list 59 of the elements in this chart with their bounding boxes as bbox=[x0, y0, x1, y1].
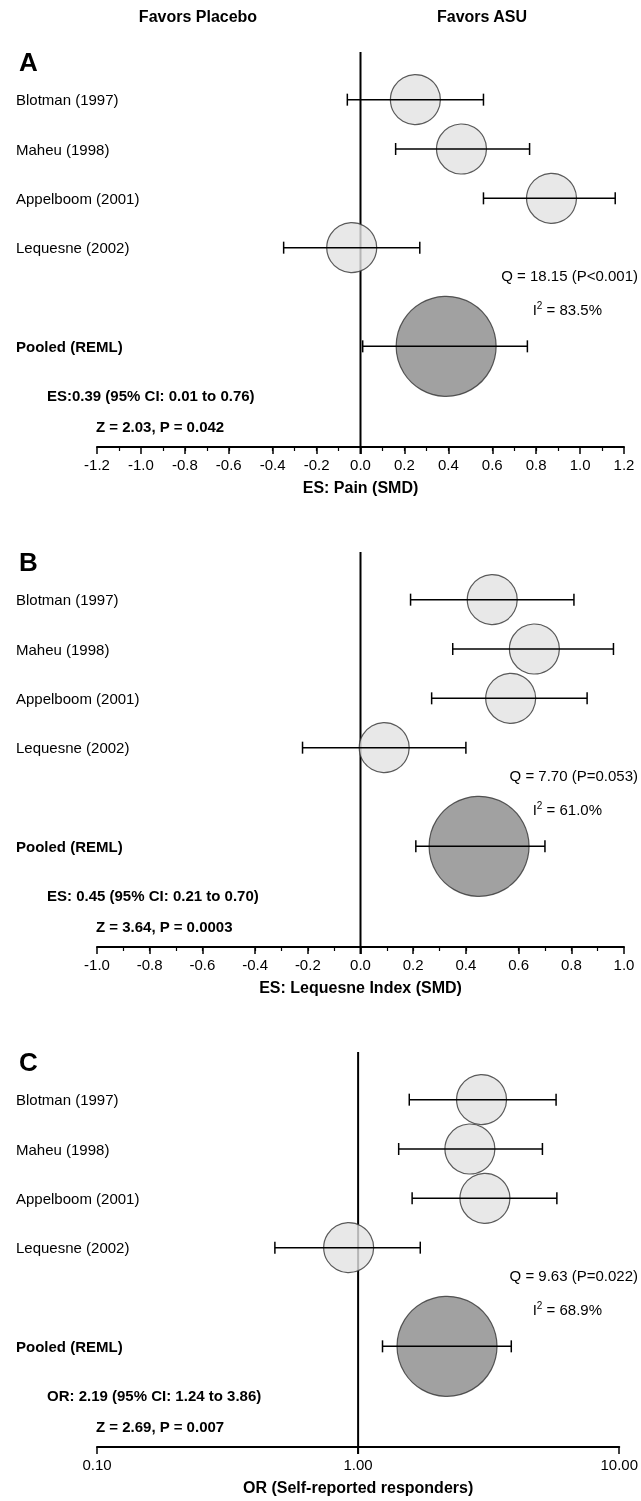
y-tick-label: Lequesne (2002) bbox=[16, 739, 130, 757]
x-tick-label: -0.4 bbox=[259, 456, 286, 473]
x-tick-label: 1.2 bbox=[613, 456, 635, 473]
y-tick-label: Appelboom (2001) bbox=[16, 689, 140, 707]
x-tick-label: -1.0 bbox=[127, 456, 154, 473]
y-tick-label: Pooled (REML) bbox=[16, 837, 123, 855]
annotation: Q = 9.63 (P=0.022) bbox=[509, 1267, 639, 1284]
x-tick-label: 1.0 bbox=[613, 956, 635, 973]
x-tick-label: 0.4 bbox=[437, 456, 459, 473]
x-axis-title: ES: Pain (SMD) bbox=[302, 478, 419, 496]
y-tick-label: Lequesne (2002) bbox=[16, 1239, 130, 1257]
text: OR: 2.19 (95% CI: 1.24 to 3.86) bbox=[47, 1387, 262, 1404]
x-tick-label: -1.0 bbox=[84, 956, 110, 973]
x-tick-label: -0.4 bbox=[242, 956, 269, 973]
y-tick-label: Blotman (1997) bbox=[16, 1091, 119, 1109]
text: Favors ASU bbox=[436, 7, 528, 25]
text: Favors Placebo bbox=[138, 7, 258, 25]
x-tick-label: 0.2 bbox=[393, 456, 415, 473]
x-tick-label: 1.0 bbox=[569, 456, 591, 473]
y-tick-label: Maheu (1998) bbox=[16, 1140, 110, 1158]
x-axis-title: ES: Lequesne Index (SMD) bbox=[259, 978, 462, 996]
chart-title: C bbox=[19, 1047, 38, 1077]
x-tick-label: 0.4 bbox=[455, 956, 477, 973]
x-tick-label: -0.2 bbox=[294, 956, 321, 973]
y-tick-label: Appelboom (2001) bbox=[16, 189, 140, 207]
text: Z = 2.69, P = 0.007 bbox=[96, 1418, 225, 1435]
x-tick-label: 0.10 bbox=[82, 1456, 112, 1473]
chart-title: A bbox=[19, 47, 38, 77]
y-tick-label: Blotman (1997) bbox=[16, 91, 119, 109]
x-tick-label: 0.2 bbox=[402, 956, 424, 973]
x-tick-label: -1.2 bbox=[84, 456, 110, 473]
annotation: Q = 7.70 (P=0.053) bbox=[509, 767, 639, 784]
y-tick-label: Pooled (REML) bbox=[16, 1337, 123, 1355]
x-axis-title: OR (Self-reported responders) bbox=[242, 1478, 474, 1496]
x-tick-label: 0.6 bbox=[508, 956, 530, 973]
x-tick-label: -0.2 bbox=[303, 456, 330, 473]
text: Z = 3.64, P = 0.0003 bbox=[96, 918, 233, 935]
y-tick-label: Pooled (REML) bbox=[16, 337, 123, 355]
x-tick-label: 1.00 bbox=[343, 1456, 373, 1473]
text: ES: 0.45 (95% CI: 0.21 to 0.70) bbox=[47, 887, 259, 904]
x-tick-label: 10.00 bbox=[600, 1456, 639, 1473]
text: Z = 2.03, P = 0.042 bbox=[96, 418, 225, 435]
y-tick-label: Maheu (1998) bbox=[16, 640, 110, 658]
y-tick-label: Appelboom (2001) bbox=[16, 1189, 140, 1207]
x-tick-label: 0.8 bbox=[525, 456, 547, 473]
x-tick-label: -0.6 bbox=[189, 956, 216, 973]
chart-title: B bbox=[19, 547, 38, 577]
x-tick-label: -0.6 bbox=[215, 456, 242, 473]
x-tick-label: -0.8 bbox=[171, 456, 198, 473]
x-tick-label: 0.0 bbox=[350, 456, 371, 473]
y-tick-label: Lequesne (2002) bbox=[16, 239, 130, 257]
x-tick-label: 0.8 bbox=[560, 956, 582, 973]
x-tick-label: -0.8 bbox=[136, 956, 163, 973]
y-tick-label: Maheu (1998) bbox=[16, 140, 110, 158]
x-tick-label: 0.0 bbox=[350, 956, 371, 973]
x-tick-label: 0.6 bbox=[481, 456, 503, 473]
y-tick-label: Blotman (1997) bbox=[16, 591, 119, 609]
text: ES:0.39 (95% CI: 0.01 to 0.76) bbox=[47, 387, 255, 404]
annotation: Q = 18.15 (P<0.001) bbox=[501, 267, 639, 284]
